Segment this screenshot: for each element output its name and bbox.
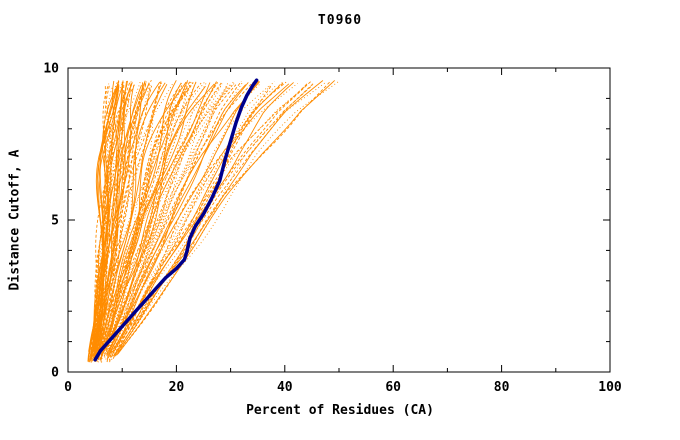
ensemble-curve — [105, 85, 222, 360]
x-tick-label: 100 — [598, 380, 622, 395]
ensemble-curve — [104, 83, 229, 358]
ensemble-curve — [106, 80, 260, 355]
y-tick-label: 0 — [51, 366, 59, 381]
ensemble-curve — [98, 82, 194, 357]
ensemble-curve — [91, 85, 120, 359]
ensemble-curve — [106, 84, 231, 353]
ensemble-curve — [116, 80, 324, 355]
ensemble-curve — [108, 84, 237, 353]
ensemble-curve — [91, 85, 144, 359]
ensemble-curve — [95, 84, 135, 353]
ensemble-curve — [116, 81, 331, 356]
ensemble-curve — [107, 84, 247, 359]
ensemble-curve — [106, 81, 242, 356]
ensemble-curve — [94, 81, 162, 361]
ensemble-curve — [113, 81, 261, 350]
ensemble-curve — [113, 82, 298, 352]
ensemble-curve — [93, 84, 151, 359]
ensemble-curve — [99, 80, 191, 361]
ensemble-curve — [107, 81, 208, 350]
ensemble-curve — [118, 81, 327, 350]
ensemble-curve — [97, 85, 183, 360]
x-tick-label: 20 — [169, 380, 185, 395]
ensemble-curve — [98, 80, 189, 361]
ensemble-curve — [104, 81, 218, 350]
ensemble-curve — [94, 83, 173, 358]
y-tick-label: 10 — [43, 62, 59, 77]
ensemble-curve — [100, 82, 182, 351]
ensemble-curve — [93, 82, 125, 351]
ensemble-curve — [120, 81, 339, 350]
ensemble-curve — [108, 82, 253, 350]
ensemble-curve — [91, 81, 132, 356]
ensemble-curve — [100, 83, 215, 358]
ensemble-curve — [89, 80, 133, 361]
ensemble-curve — [112, 84, 313, 359]
ensemble-curve — [93, 80, 118, 348]
y-tick-label: 5 — [51, 214, 59, 229]
ensemble-curve — [98, 81, 161, 350]
ensemble-curve — [92, 80, 124, 349]
ensemble-curve — [102, 82, 187, 350]
x-tick-label: 0 — [64, 380, 72, 395]
ensemble-curve — [96, 83, 168, 358]
x-tick-label: 80 — [494, 380, 510, 395]
ensemble-curve — [104, 80, 198, 349]
ensemble-curve — [114, 82, 294, 357]
ensemble-curve — [95, 84, 162, 358]
ensemble-curve — [94, 84, 151, 353]
x-tick-label: 40 — [277, 380, 293, 395]
chart-title: T0960 — [317, 13, 363, 28]
x-axis-label: Percent of Residues (CA) — [246, 403, 434, 418]
ensemble-curve — [90, 81, 120, 362]
ensemble-curve — [89, 80, 120, 355]
ensemble-curve — [99, 81, 163, 356]
ensemble-curve — [100, 81, 197, 362]
ensemble-curve — [91, 84, 111, 353]
highlight-curve — [93, 78, 259, 362]
ensemble-curve — [98, 81, 193, 356]
ensemble-curve — [93, 83, 128, 352]
ensemble-curve — [103, 82, 202, 351]
ensemble-curve — [87, 85, 120, 359]
ensemble-curve — [106, 85, 228, 354]
ensemble-curve — [92, 82, 143, 357]
ensemble-curve — [93, 86, 160, 360]
ensemble-curve — [117, 80, 336, 355]
ensemble-curve — [113, 83, 261, 352]
ensemble-curve — [103, 82, 222, 357]
x-tick-label: 60 — [385, 380, 401, 395]
ensemble-curve — [113, 83, 308, 352]
